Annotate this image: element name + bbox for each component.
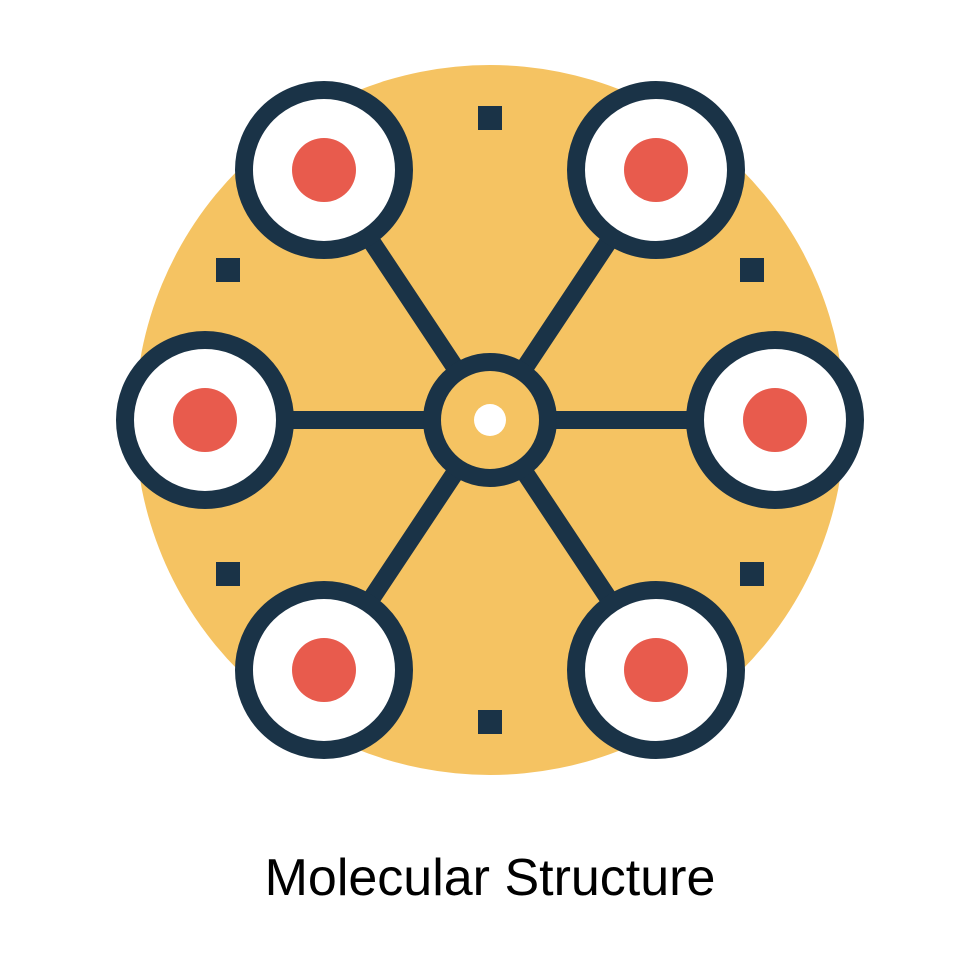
atom-node-2 <box>576 90 736 250</box>
decorative-dot-2 <box>740 258 764 282</box>
center-atom <box>432 362 548 478</box>
atom-node-6 <box>125 340 285 500</box>
atom-node-5 <box>244 590 404 750</box>
decorative-dot-3 <box>740 562 764 586</box>
decorative-dot-1 <box>478 106 502 130</box>
atom-node-3 <box>695 340 855 500</box>
decorative-dot-4 <box>478 710 502 734</box>
atom-node-4 <box>576 590 736 750</box>
diagram-container <box>0 0 980 840</box>
icon-card: Molecular Structure <box>0 0 980 980</box>
atom-node-1 <box>244 90 404 250</box>
decorative-dot-6 <box>216 258 240 282</box>
molecular-structure-icon <box>0 0 980 840</box>
icon-caption: Molecular Structure <box>0 850 980 907</box>
decorative-dot-5 <box>216 562 240 586</box>
